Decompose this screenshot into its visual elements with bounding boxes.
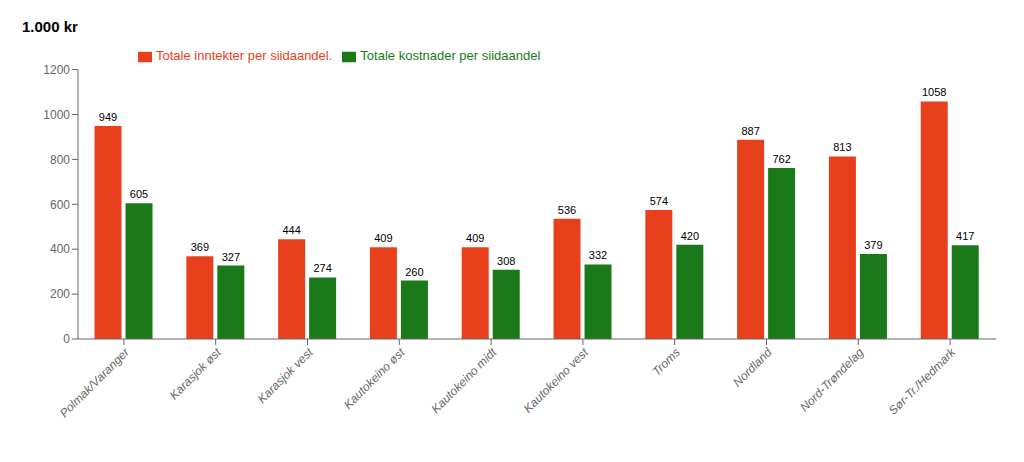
html-text:Totale inntekter per siidaande: Totale inntekter per siidaandel. <box>156 48 333 63</box>
svg-text:800: 800 <box>50 153 70 167</box>
svg-text:887: 887 <box>741 125 759 137</box>
svg-text:409: 409 <box>466 232 484 244</box>
svg-text:444: 444 <box>282 224 300 236</box>
svg-text:1058: 1058 <box>922 86 946 98</box>
svg-text:Nord-Trøndelag: Nord-Trøndelag <box>797 345 866 414</box>
svg-text:Kautokeino øst: Kautokeino øst <box>341 345 408 412</box>
svg-text:605: 605 <box>130 188 148 200</box>
svg-text:Kautokeino midt: Kautokeino midt <box>428 345 499 416</box>
svg-text:417: 417 <box>956 230 974 242</box>
svg-text:308: 308 <box>497 255 515 267</box>
svg-text:409: 409 <box>374 232 392 244</box>
svg-text:Kautokeino vest: Kautokeino vest <box>521 345 592 416</box>
svg-text:420: 420 <box>681 230 699 242</box>
html-text:1.000 kr: 1.000 kr <box>22 18 78 35</box>
svg-text:600: 600 <box>50 198 70 212</box>
html-text:Totale kostnader per siidaande: Totale kostnader per siidaandel <box>360 48 541 63</box>
svg-text:813: 813 <box>833 141 851 153</box>
svg-text:274: 274 <box>313 262 331 274</box>
svg-text:Polmak/Varanger: Polmak/Varanger <box>57 345 133 421</box>
svg-text:Karasjok vest: Karasjok vest <box>255 345 316 406</box>
svg-text:Nordland: Nordland <box>730 345 775 390</box>
svg-text:369: 369 <box>191 241 209 253</box>
svg-text:574: 574 <box>650 195 668 207</box>
svg-text:260: 260 <box>405 266 423 278</box>
svg-text:332: 332 <box>589 249 607 261</box>
svg-text:1200: 1200 <box>43 63 70 77</box>
svg-text:762: 762 <box>772 153 790 165</box>
svg-text:379: 379 <box>864 239 882 251</box>
svg-text:327: 327 <box>222 251 240 263</box>
svg-text:Sør-Tr./Hedmark: Sør-Tr./Hedmark <box>886 345 959 418</box>
svg-text:Karasjok øst: Karasjok øst <box>167 345 225 403</box>
svg-text:0: 0 <box>63 332 70 346</box>
svg-text:Troms: Troms <box>650 345 683 378</box>
svg-text:949: 949 <box>99 111 117 123</box>
svg-text:536: 536 <box>558 204 576 216</box>
svg-text:200: 200 <box>50 287 70 301</box>
svg-text:1000: 1000 <box>43 108 70 122</box>
svg-text:400: 400 <box>50 242 70 256</box>
